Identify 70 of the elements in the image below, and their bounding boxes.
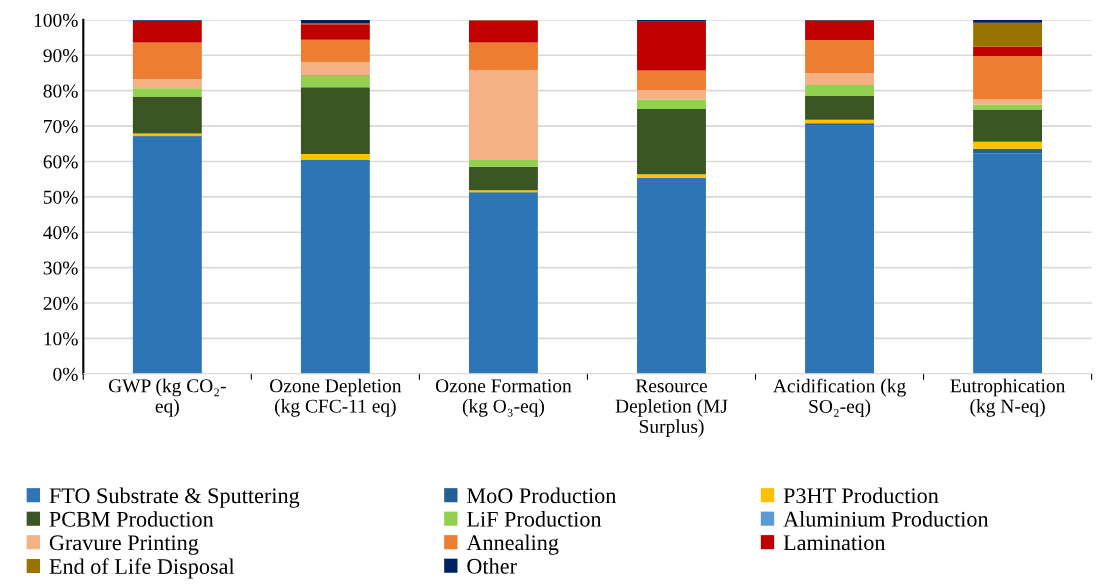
bar xyxy=(805,20,874,41)
bar xyxy=(973,55,1043,100)
bar xyxy=(973,46,1043,56)
bar xyxy=(973,104,1043,110)
bar xyxy=(637,109,706,175)
bar xyxy=(468,20,538,43)
bar xyxy=(637,21,706,71)
bar xyxy=(805,85,874,96)
bar xyxy=(805,123,874,126)
bar xyxy=(973,141,1043,149)
bar xyxy=(468,166,538,191)
y-tick-label: 0% xyxy=(53,367,78,381)
legend-label: LiF Production xyxy=(467,511,602,527)
legend-label: Annealing xyxy=(466,534,559,555)
bar xyxy=(637,70,706,90)
x-tick-label: Eutrophication (kg N-eq) xyxy=(950,378,1066,417)
y-tick-label: 40% xyxy=(43,226,78,240)
legend-label: FTO Substrate & Sputtering xyxy=(49,487,300,508)
legend-label: Lamination xyxy=(783,535,886,551)
bar xyxy=(300,75,370,88)
y-tick-label: 30% xyxy=(43,261,78,275)
x-tick-label: Ozone Formation (kg O₃-eq) xyxy=(435,379,572,417)
legend-label: P3HT Production xyxy=(783,487,939,504)
bar xyxy=(300,24,370,40)
bar xyxy=(132,20,202,43)
bar xyxy=(300,154,370,161)
legend-label: End of Life Disposal xyxy=(49,558,235,579)
y-tick-label: 60% xyxy=(43,155,78,169)
y-tick-label: 80% xyxy=(43,84,78,98)
bar xyxy=(805,40,874,74)
bar xyxy=(805,95,874,120)
bar xyxy=(637,89,706,100)
bar xyxy=(637,174,706,178)
y-tick-label: 10% xyxy=(44,332,78,346)
bar xyxy=(300,87,370,155)
y-tick-label: 20% xyxy=(43,296,78,311)
bar xyxy=(132,42,202,80)
bar xyxy=(973,22,1043,47)
bar xyxy=(132,136,202,374)
bar xyxy=(637,99,706,110)
x-tick-label: GWP (kg CO₂- eq) xyxy=(108,378,226,417)
bar xyxy=(637,177,706,374)
bar xyxy=(132,79,202,89)
bar xyxy=(132,97,202,134)
bar xyxy=(805,125,874,374)
x-tick-label: Ozone Depletion (kg CFC-11 eq) xyxy=(270,378,402,417)
y-tick-label: 100% xyxy=(34,13,78,27)
bar xyxy=(468,42,538,71)
bar xyxy=(805,73,874,86)
bar xyxy=(468,70,538,161)
bar xyxy=(973,109,1043,142)
x-tick-label: Resource Depletion (MJ Surplus) xyxy=(615,379,728,437)
legend-label: MoO Production xyxy=(467,487,617,504)
legend-label: Gravure Printing xyxy=(49,535,199,555)
legend-label: Aluminium Production xyxy=(783,511,989,527)
y-tick-label: 70% xyxy=(44,119,78,134)
bar xyxy=(973,153,1043,374)
legend-label: Other xyxy=(467,558,517,574)
y-tick-label: 90% xyxy=(43,49,78,63)
legend-label: PCBM Production xyxy=(49,511,214,527)
bar xyxy=(300,39,370,63)
bar xyxy=(300,62,370,76)
bar xyxy=(300,160,370,374)
bar xyxy=(973,99,1043,105)
y-tick-label: 50% xyxy=(43,190,78,204)
bar xyxy=(468,192,538,374)
x-tick-label: Acidification (kg SO₂-eq) xyxy=(773,378,906,417)
bar xyxy=(973,19,1043,23)
bar xyxy=(132,88,202,98)
bar xyxy=(468,160,538,167)
